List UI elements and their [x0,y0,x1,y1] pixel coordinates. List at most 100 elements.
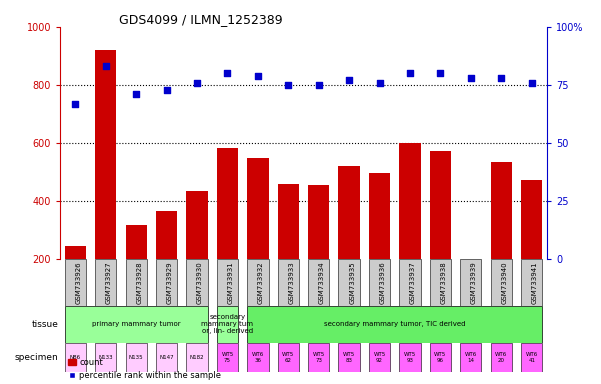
FancyBboxPatch shape [126,260,147,306]
Bar [247,158,269,318]
FancyBboxPatch shape [399,260,421,306]
FancyBboxPatch shape [95,343,117,372]
Bar [369,172,390,318]
FancyBboxPatch shape [521,260,542,306]
Text: GSM733933: GSM733933 [288,262,294,304]
FancyBboxPatch shape [278,343,299,372]
FancyBboxPatch shape [338,343,360,372]
Text: GSM733929: GSM733929 [166,262,172,304]
Point [162,87,171,93]
Bar [430,151,451,318]
Text: N147: N147 [159,355,174,360]
FancyBboxPatch shape [65,306,208,343]
FancyBboxPatch shape [460,260,481,306]
Bar [95,50,117,318]
Text: N133: N133 [99,355,113,360]
FancyBboxPatch shape [247,343,269,372]
Legend: count, percentile rank within the sample: count, percentile rank within the sample [64,355,225,384]
Text: GSM733936: GSM733936 [380,262,386,304]
Bar [490,162,512,318]
Text: secondary
mammary tum
or, lin- derived: secondary mammary tum or, lin- derived [201,314,254,334]
FancyBboxPatch shape [430,260,451,306]
Text: WT6
14: WT6 14 [465,352,477,363]
Text: GSM733928: GSM733928 [136,262,142,304]
Text: primary mammary tumor: primary mammary tumor [92,321,180,327]
Text: N86: N86 [70,355,81,360]
Bar [338,166,360,318]
Point [496,75,506,81]
FancyBboxPatch shape [308,343,329,372]
FancyBboxPatch shape [156,260,177,306]
FancyBboxPatch shape [217,343,238,372]
Text: WT6
36: WT6 36 [252,352,264,363]
FancyBboxPatch shape [247,260,269,306]
FancyBboxPatch shape [308,260,329,306]
FancyBboxPatch shape [186,343,208,372]
Text: GSM733938: GSM733938 [441,262,447,304]
Point [527,79,537,86]
Point [132,91,141,98]
Point [284,82,293,88]
Text: WT5
92: WT5 92 [373,352,386,363]
Text: GSM733939: GSM733939 [471,262,477,304]
FancyBboxPatch shape [217,260,238,306]
FancyBboxPatch shape [369,260,390,306]
Text: WT6
41: WT6 41 [525,352,538,363]
FancyBboxPatch shape [369,343,390,372]
Text: WT5
75: WT5 75 [221,352,234,363]
FancyBboxPatch shape [126,343,147,372]
Point [314,82,323,88]
Text: GSM733934: GSM733934 [319,262,325,304]
FancyBboxPatch shape [95,260,117,306]
Text: N182: N182 [190,355,204,360]
Text: N135: N135 [129,355,144,360]
Bar [217,147,238,318]
Point [344,77,354,83]
Text: WT5
83: WT5 83 [343,352,355,363]
Text: WT5
73: WT5 73 [313,352,325,363]
FancyBboxPatch shape [430,343,451,372]
Text: WT5
96: WT5 96 [435,352,447,363]
Text: GSM733940: GSM733940 [501,262,507,304]
Point [375,79,385,86]
Text: WT5
62: WT5 62 [282,352,294,363]
Bar [521,180,542,318]
Point [466,75,475,81]
Text: WT5
93: WT5 93 [404,352,416,363]
Text: GSM733932: GSM733932 [258,262,264,304]
Text: GSM733937: GSM733937 [410,262,416,304]
Text: GSM733927: GSM733927 [106,262,112,304]
FancyBboxPatch shape [460,343,481,372]
FancyBboxPatch shape [65,260,86,306]
Point [101,63,111,70]
FancyBboxPatch shape [217,306,238,343]
Point [222,70,232,76]
FancyBboxPatch shape [399,343,421,372]
Point [253,73,263,79]
Bar [460,260,481,318]
Text: secondary mammary tumor, TIC derived: secondary mammary tumor, TIC derived [324,321,466,327]
Text: GSM733926: GSM733926 [75,262,81,304]
Point [436,70,445,76]
Text: tissue: tissue [32,320,58,329]
FancyBboxPatch shape [278,260,299,306]
FancyBboxPatch shape [338,260,360,306]
Bar [399,143,421,318]
Text: WT6
20: WT6 20 [495,352,507,363]
FancyBboxPatch shape [65,343,86,372]
FancyBboxPatch shape [186,260,208,306]
Text: GSM733935: GSM733935 [349,262,355,304]
Point [192,79,202,86]
FancyBboxPatch shape [490,260,512,306]
FancyBboxPatch shape [490,343,512,372]
Bar [308,185,329,318]
Text: GDS4099 / ILMN_1252389: GDS4099 / ILMN_1252389 [118,13,282,26]
Text: GSM733931: GSM733931 [227,262,233,304]
Bar [65,245,86,318]
Text: GSM733941: GSM733941 [532,262,538,304]
Text: specimen: specimen [15,353,58,362]
FancyBboxPatch shape [521,343,542,372]
Point [405,70,415,76]
Bar [126,225,147,318]
Text: GSM733930: GSM733930 [197,262,203,304]
